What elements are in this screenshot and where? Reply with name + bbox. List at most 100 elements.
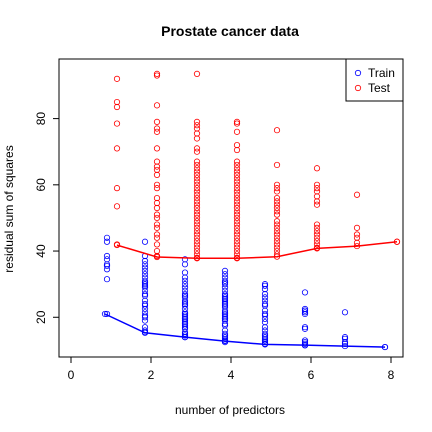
test-point	[233, 208, 241, 215]
train-point	[261, 315, 269, 323]
train-point	[261, 286, 269, 293]
train-point	[103, 252, 111, 260]
test-point	[193, 244, 201, 251]
test-point	[273, 201, 281, 208]
train-point	[141, 281, 149, 288]
train-point	[141, 279, 149, 286]
test-point	[193, 158, 201, 165]
train-point	[181, 297, 189, 304]
test-point	[273, 221, 281, 228]
chart-title: Prostate cancer data	[161, 23, 299, 39]
y-tick-label: 40	[34, 244, 48, 258]
test-point	[233, 191, 241, 198]
test-point	[233, 244, 241, 251]
train-point	[141, 274, 149, 281]
train-point	[141, 292, 149, 299]
test-point	[113, 203, 121, 210]
test-point	[313, 198, 321, 205]
test-point	[193, 191, 201, 198]
test-point	[233, 118, 241, 126]
train-point	[221, 294, 229, 301]
test-point	[113, 185, 121, 192]
train-point	[221, 299, 229, 306]
test-point	[233, 175, 241, 182]
test-point	[313, 201, 321, 208]
test-point	[193, 234, 201, 241]
y-tick-label: 80	[34, 112, 48, 126]
train-point	[103, 256, 111, 263]
test-point	[193, 214, 201, 222]
test-point	[313, 228, 321, 235]
test-point	[193, 165, 201, 172]
train-point	[221, 309, 229, 316]
train-point	[221, 287, 229, 294]
test-point	[273, 238, 281, 245]
train-point	[221, 310, 229, 318]
train-point	[261, 330, 269, 337]
train-point	[221, 271, 229, 278]
test-point	[273, 218, 281, 225]
train-point	[181, 324, 189, 331]
train-point	[181, 322, 189, 329]
train-point	[141, 302, 149, 309]
train-point	[221, 290, 229, 298]
test-point	[153, 199, 161, 207]
train-point	[261, 294, 269, 301]
train-point	[221, 334, 229, 341]
test-point	[153, 221, 161, 228]
test-point	[193, 221, 201, 228]
test-point	[273, 188, 281, 195]
train-point	[181, 269, 189, 276]
test-point	[193, 145, 201, 152]
train-point	[141, 287, 149, 294]
train-point	[261, 324, 269, 331]
train-point	[181, 281, 189, 288]
test-point	[233, 238, 241, 245]
test-point	[193, 178, 201, 185]
train-point	[141, 309, 149, 316]
train-point	[141, 238, 149, 245]
test-point	[273, 198, 281, 205]
test-point	[273, 185, 281, 192]
test-point	[153, 72, 161, 79]
y-tick-label: 60	[34, 178, 48, 192]
test-point	[153, 125, 161, 132]
train-point	[301, 325, 309, 332]
test-point	[233, 120, 241, 127]
train-point	[221, 274, 229, 281]
train-point	[221, 300, 229, 308]
train-point	[141, 312, 149, 319]
test-point	[313, 234, 321, 241]
train-point	[221, 297, 229, 304]
test-point	[193, 125, 201, 132]
test-point	[193, 247, 201, 255]
test-line-point	[113, 241, 121, 249]
test-point	[273, 228, 281, 235]
train-point	[221, 281, 229, 288]
test-point	[353, 234, 361, 241]
test-point	[273, 208, 281, 215]
train-point	[301, 305, 309, 313]
test-point	[273, 181, 281, 188]
test-point	[233, 168, 241, 175]
test-point	[153, 166, 161, 174]
train-point	[141, 267, 149, 275]
train-point	[181, 329, 189, 336]
legend-test-label: Test	[368, 81, 391, 95]
train-point	[261, 282, 269, 289]
test-point	[193, 224, 201, 231]
train-point	[103, 266, 111, 273]
plot-area	[101, 70, 401, 351]
train-point	[181, 300, 189, 308]
train-point	[221, 304, 229, 311]
test-point	[233, 188, 241, 195]
test-point	[233, 146, 241, 154]
test-point	[153, 247, 161, 255]
x-tick-label: 2	[148, 368, 155, 382]
test-point	[193, 198, 201, 205]
train-point	[261, 334, 269, 341]
test-point	[193, 231, 201, 238]
test-point	[153, 163, 161, 170]
train-line-point	[181, 334, 189, 341]
